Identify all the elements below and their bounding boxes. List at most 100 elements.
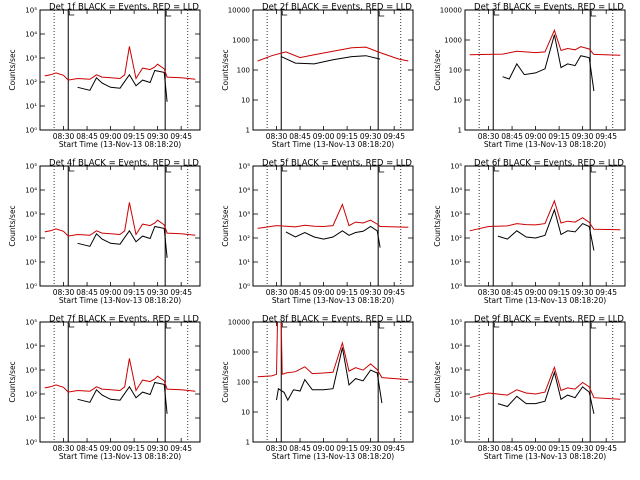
x-axis-label: Start Time (13-Nov-13 08:18:20)	[59, 452, 181, 461]
x-tick-label: 09:15	[336, 288, 358, 297]
y-tick-label: 10³	[25, 367, 37, 375]
y-tick-label: 10³	[25, 55, 37, 63]
y-tick-label: 10⁰	[450, 283, 462, 291]
y-tick-label: 10⁰	[450, 439, 462, 447]
y-tick-label: 10000	[228, 319, 250, 327]
y-tick-label: 100	[237, 67, 250, 75]
chart-panel: Det 2f BLACK = Events, RED = LLD 1 10 100 10…	[221, 3, 414, 149]
start-bracket-mark	[68, 323, 75, 328]
x-tick-label: 09:45	[595, 288, 617, 297]
x-tick-label: 08:45	[289, 444, 311, 453]
y-tick-label: 10¹	[238, 259, 250, 267]
y-tick-label: 10	[453, 97, 462, 105]
y-axis-label: Counts/sec	[433, 361, 442, 402]
x-tick-label: 09:15	[548, 444, 570, 453]
x-axis-label: Start Time (13-Nov-13 08:18:20)	[59, 296, 181, 305]
x-tick-label: 09:30	[360, 132, 382, 141]
y-tick-label: 10⁰	[25, 127, 37, 135]
x-axis-label: Start Time (13-Nov-13 08:18:20)	[272, 452, 394, 461]
x-tick-label: 09:30	[572, 288, 594, 297]
end-bracket-mark	[590, 323, 597, 329]
events-series-line	[502, 34, 595, 92]
y-tick-label: 10³	[450, 367, 462, 375]
plot-frame	[252, 9, 414, 131]
end-bracket-mark	[378, 11, 385, 17]
chart-title: Det 3f BLACK = Events, RED = LLD	[474, 3, 624, 13]
start-bracket-mark	[68, 167, 75, 172]
x-tick-label: 08:30	[53, 132, 75, 141]
y-tick-label: 10²	[25, 391, 37, 399]
x-tick-label: 09:30	[360, 288, 382, 297]
x-tick-label: 09:00	[100, 288, 122, 297]
x-axis-label: Start Time (13-Nov-13 08:18:20)	[484, 452, 606, 461]
x-tick-label: 09:45	[383, 288, 405, 297]
y-tick-label: 10⁵	[450, 163, 462, 171]
lld-series-line	[44, 358, 196, 393]
y-tick-label: 10000	[228, 7, 250, 15]
events-series-line	[285, 225, 381, 248]
events-series-line	[77, 381, 168, 414]
chart-title: Det 1f BLACK = Events, RED = LLD	[49, 3, 199, 13]
plot-frame	[252, 165, 414, 287]
y-axis-label: Counts/sec	[221, 205, 230, 246]
events-series-line	[280, 55, 381, 65]
start-bracket-mark	[493, 323, 500, 328]
events-series-line	[497, 370, 595, 414]
y-axis-label: Counts/sec	[221, 49, 230, 90]
x-tick-label: 09:15	[123, 444, 145, 453]
chart-title: Det 4f BLACK = Events, RED = LLD	[49, 159, 199, 169]
x-tick-label: 09:00	[100, 444, 122, 453]
end-bracket-mark	[165, 323, 172, 329]
x-tick-label: 09:30	[147, 132, 169, 141]
y-tick-label: 100	[237, 379, 250, 387]
x-tick-label: 09:15	[548, 132, 570, 141]
plot-frame	[39, 321, 201, 443]
chart-panel: Det 9f BLACK = Events, RED = LLD 10⁰ 10¹ 10…	[433, 315, 626, 461]
y-axis-label: Counts/sec	[8, 361, 17, 402]
y-tick-label: 10¹	[450, 415, 462, 423]
y-tick-label: 10⁵	[450, 319, 462, 327]
end-bracket-mark	[165, 167, 172, 173]
x-tick-label: 09:00	[525, 288, 547, 297]
y-tick-label: 10⁰	[238, 283, 250, 291]
start-bracket-mark	[281, 323, 288, 328]
events-series-line	[77, 69, 168, 102]
x-tick-label: 08:45	[289, 132, 311, 141]
y-tick-label: 10000	[440, 7, 462, 15]
x-tick-label: 09:30	[572, 444, 594, 453]
x-tick-label: 08:30	[478, 288, 500, 297]
x-tick-label: 09:15	[336, 444, 358, 453]
y-axis-label: Counts/sec	[8, 205, 17, 246]
x-tick-label: 09:00	[313, 132, 335, 141]
x-tick-label: 09:30	[360, 444, 382, 453]
y-axis-label: Counts/sec	[8, 49, 17, 90]
chart-title: Det 9f BLACK = Events, RED = LLD	[474, 315, 624, 325]
x-tick-label: 09:30	[147, 444, 169, 453]
start-bracket-mark	[493, 167, 500, 172]
end-bracket-mark	[165, 11, 172, 17]
x-tick-label: 08:30	[266, 132, 288, 141]
plot-frame	[464, 165, 626, 287]
y-tick-label: 10²	[25, 79, 37, 87]
y-tick-label: 10¹	[450, 259, 462, 267]
lld-series-line	[469, 365, 621, 400]
chart-panel: Det 1f BLACK = Events, RED = LLD 10⁰ 10¹ 10…	[8, 3, 201, 149]
lld-series-line	[469, 199, 621, 232]
x-tick-label: 08:45	[76, 444, 98, 453]
x-tick-label: 08:45	[76, 132, 98, 141]
y-tick-label: 10⁴	[25, 343, 37, 351]
y-tick-label: 10¹	[25, 259, 37, 267]
plot-frame	[39, 9, 201, 131]
y-tick-label: 10⁰	[25, 283, 37, 291]
end-bracket-mark	[590, 167, 597, 173]
y-tick-label: 10⁴	[25, 31, 37, 39]
x-tick-label: 09:00	[100, 132, 122, 141]
y-tick-label: 10	[241, 97, 250, 105]
x-tick-label: 08:45	[289, 288, 311, 297]
x-tick-label: 08:45	[76, 288, 98, 297]
x-tick-label: 08:45	[501, 444, 523, 453]
y-tick-label: 10⁴	[25, 187, 37, 195]
y-tick-label: 10²	[238, 235, 250, 243]
x-axis-label: Start Time (13-Nov-13 08:18:20)	[59, 140, 181, 149]
